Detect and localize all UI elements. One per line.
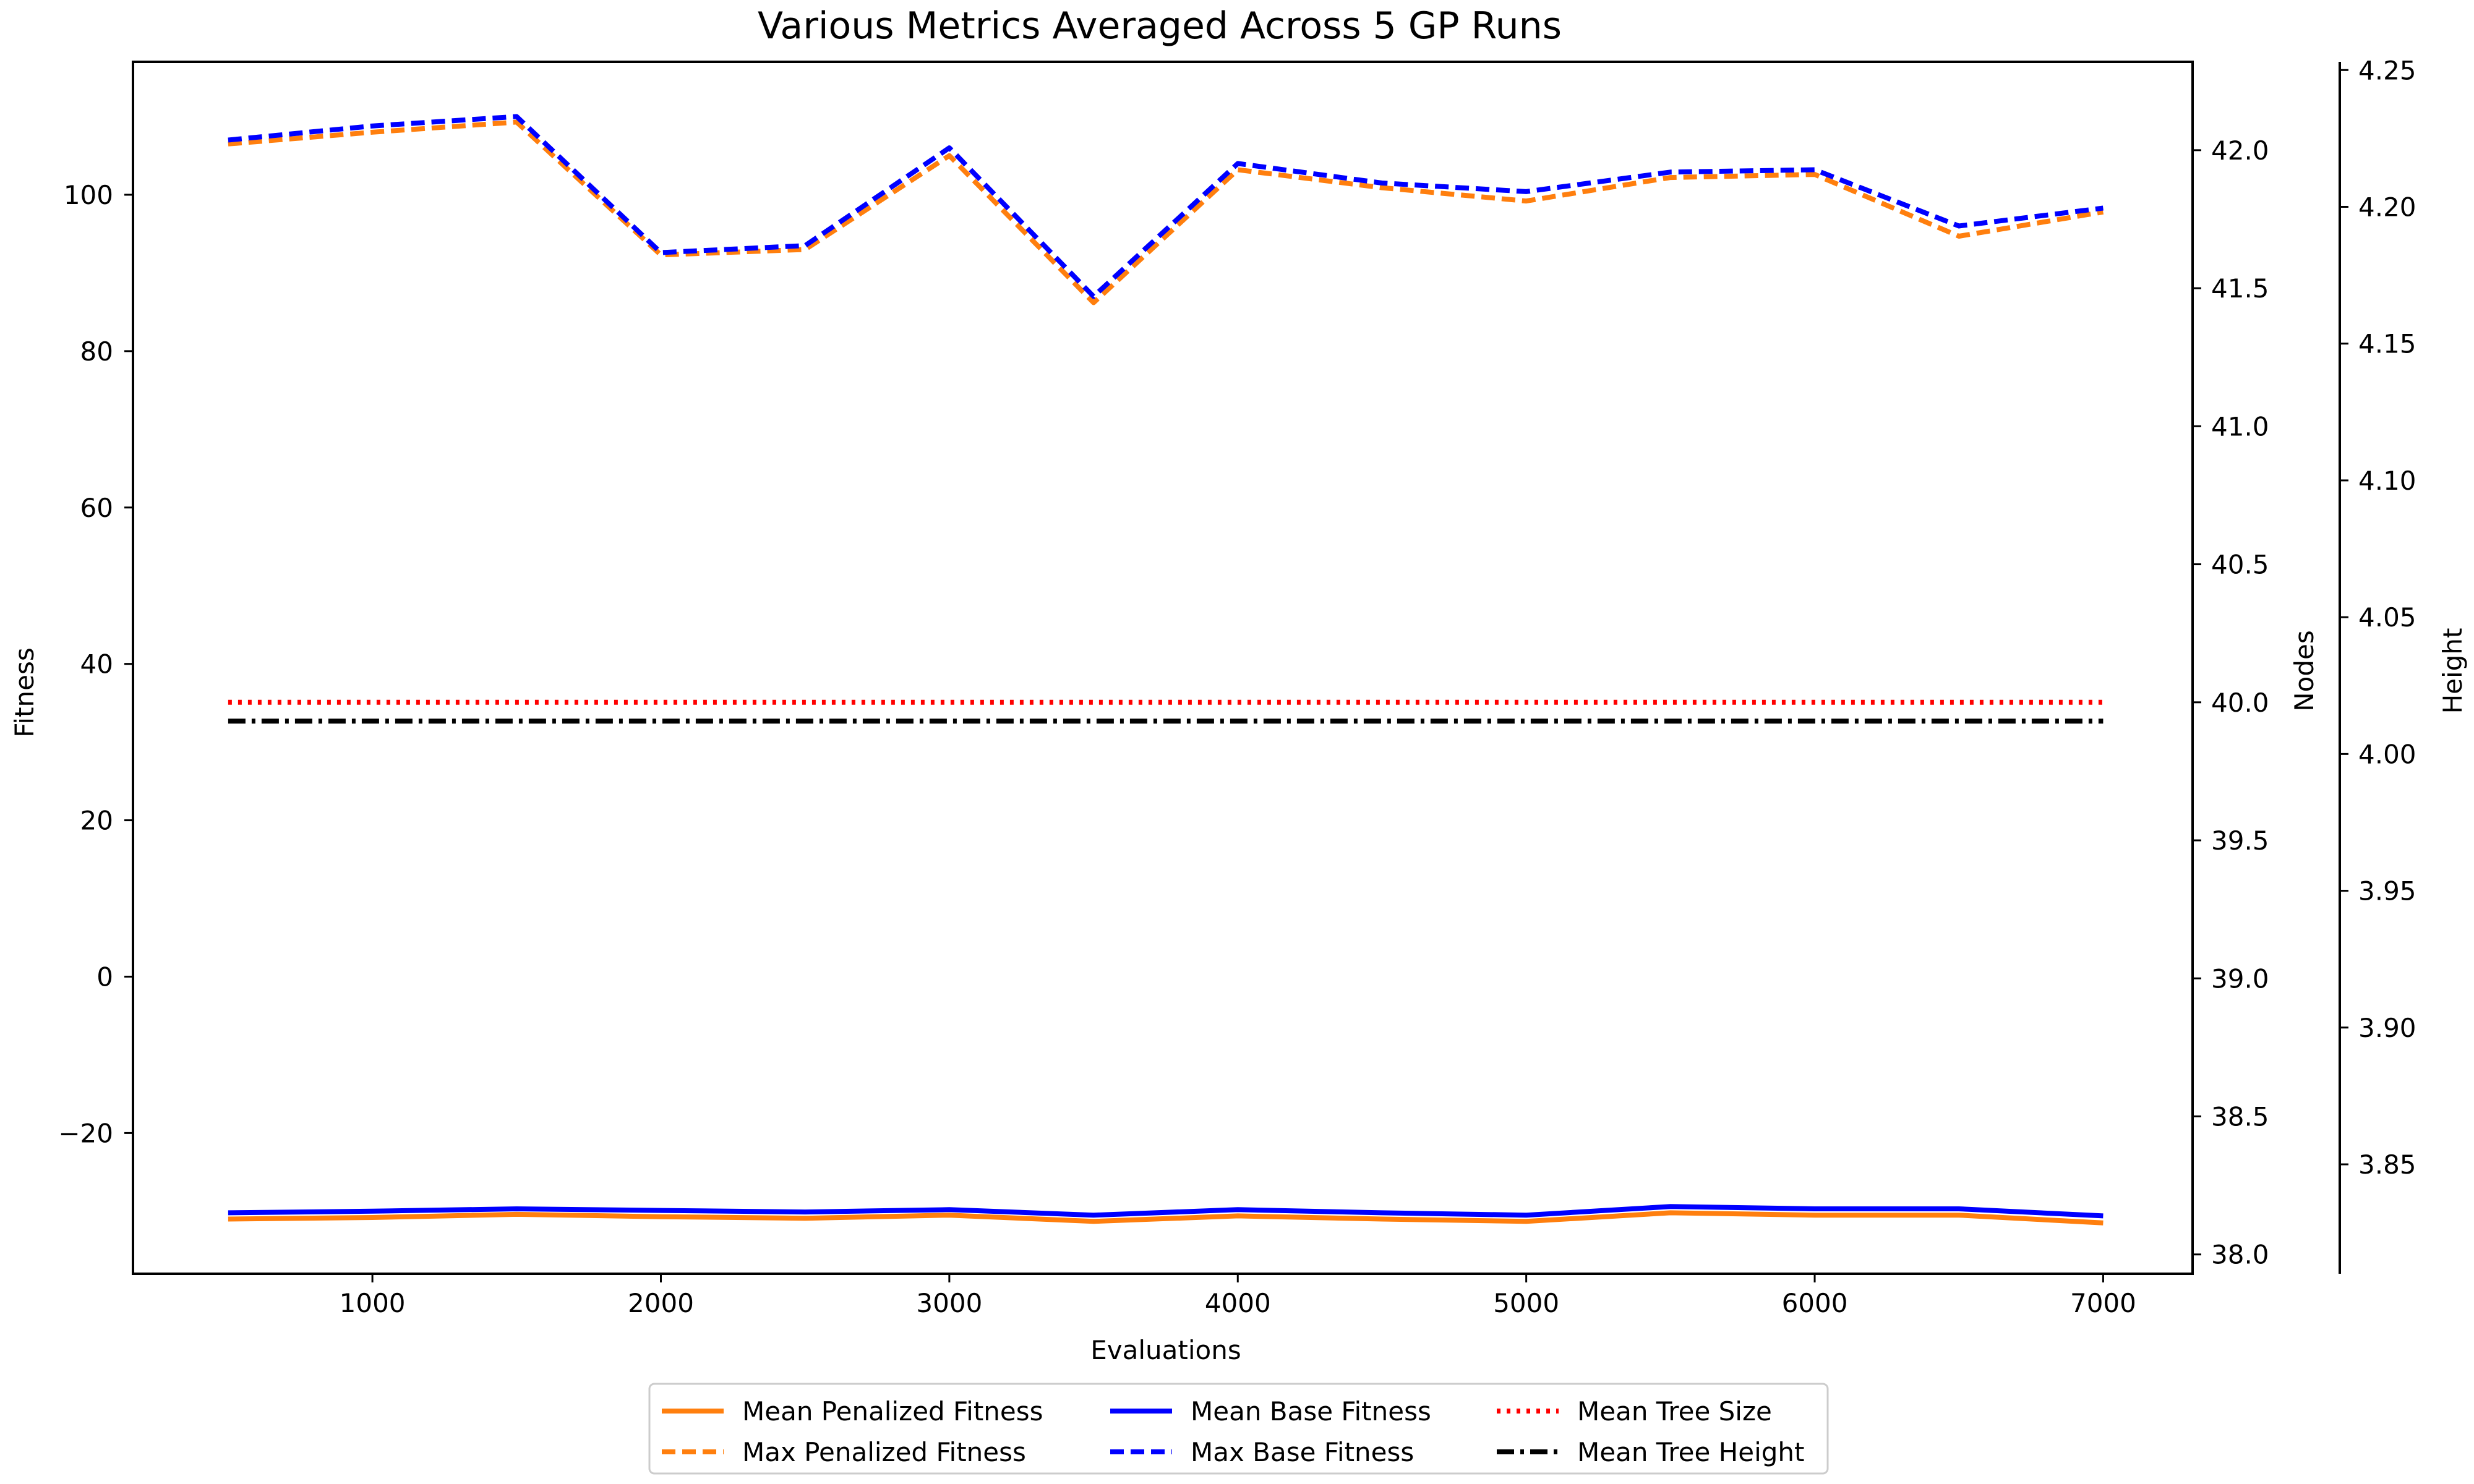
- legend-label-max-base-fitness: Max Base Fitness: [1191, 1437, 1414, 1467]
- fitness-axis: −20 0 20 40 60 80 100: [58, 180, 133, 1148]
- height-tick-label: 3.95: [2358, 876, 2416, 906]
- nodes-tick-label: 41.0: [2211, 411, 2269, 441]
- nodes-tick-label: 38.5: [2211, 1102, 2269, 1132]
- nodes-tick-label: 42.0: [2211, 135, 2269, 166]
- fitness-tick-label: 100: [64, 180, 113, 210]
- plot-frame: [132, 61, 2194, 1275]
- x-tick-label: 5000: [1493, 1288, 1559, 1318]
- legend-label-mean-penalized-fitness: Mean Penalized Fitness: [742, 1396, 1043, 1426]
- height-tick-label: 4.00: [2358, 739, 2416, 769]
- fitness-tick-label: 60: [80, 493, 113, 523]
- height-tick-label: 3.90: [2358, 1013, 2416, 1043]
- x-tick-label: 6000: [1782, 1288, 1848, 1318]
- x-tick-label: 4000: [1205, 1288, 1271, 1318]
- x-axis-label: Evaluations: [1090, 1335, 1241, 1365]
- height-tick-label: 4.05: [2358, 602, 2416, 633]
- height-tick-label: 3.85: [2358, 1149, 2416, 1180]
- nodes-axis-label: Nodes: [2289, 630, 2319, 712]
- fitness-tick-label: 40: [80, 649, 113, 680]
- height-tick-label: 4.20: [2358, 192, 2416, 222]
- nodes-tick-label: 40.5: [2211, 550, 2269, 580]
- height-axis: 3.85 3.90 3.95 4.00 4.05 4.10 4.15 4.20 4.25: [2339, 55, 2416, 1274]
- x-axis: 1000 2000 3000 4000 5000 6000 7000: [340, 1274, 2136, 1318]
- x-tick-label: 1000: [340, 1288, 406, 1318]
- legend-label-mean-tree-height: Mean Tree Height: [1577, 1437, 1804, 1467]
- nodes-tick-label: 38.0: [2211, 1240, 2269, 1270]
- height-tick-label: 4.10: [2358, 466, 2416, 496]
- plot-area: [132, 61, 2194, 1275]
- fitness-tick-label: 0: [96, 962, 113, 992]
- height-tick-label: 4.25: [2358, 55, 2416, 85]
- chart-title: Various Metrics Averaged Across 5 GP Run…: [758, 4, 1562, 48]
- legend: Mean Penalized Fitness Max Penalized Fitn…: [648, 1383, 1829, 1475]
- x-tick-label: 2000: [628, 1288, 694, 1318]
- series-max-base-fitness-line: [228, 114, 2104, 299]
- fitness-tick-label: −20: [58, 1118, 113, 1148]
- nodes-tick-label: 41.5: [2211, 273, 2269, 304]
- fitness-axis-label: Fitness: [9, 647, 40, 737]
- x-tick-label: 7000: [2070, 1288, 2136, 1318]
- legend-label-mean-tree-size: Mean Tree Size: [1577, 1396, 1772, 1426]
- fitness-tick-label: 80: [80, 336, 113, 367]
- height-axis-label: Height: [2438, 628, 2468, 714]
- fitness-tick-label: 20: [80, 806, 113, 836]
- legend-label-max-penalized-fitness: Max Penalized Fitness: [742, 1437, 1026, 1467]
- nodes-axis: 38.0 38.5 39.0 39.5 40.0 40.5 41.0 41.5 42.0: [2193, 135, 2269, 1270]
- series-mean-penalized-fitness-line: [228, 1210, 2104, 1226]
- nodes-tick-label: 40.0: [2211, 688, 2269, 718]
- legend-label-mean-base-fitness: Mean Base Fitness: [1191, 1396, 1431, 1426]
- series-max-penalized-fitness-line: [228, 119, 2104, 305]
- height-tick-label: 4.15: [2358, 329, 2416, 359]
- nodes-tick-label: 39.0: [2211, 963, 2269, 994]
- series-mean-base-fitness-line: [228, 1204, 2104, 1219]
- x-tick-label: 3000: [916, 1288, 982, 1318]
- nodes-tick-label: 39.5: [2211, 825, 2269, 856]
